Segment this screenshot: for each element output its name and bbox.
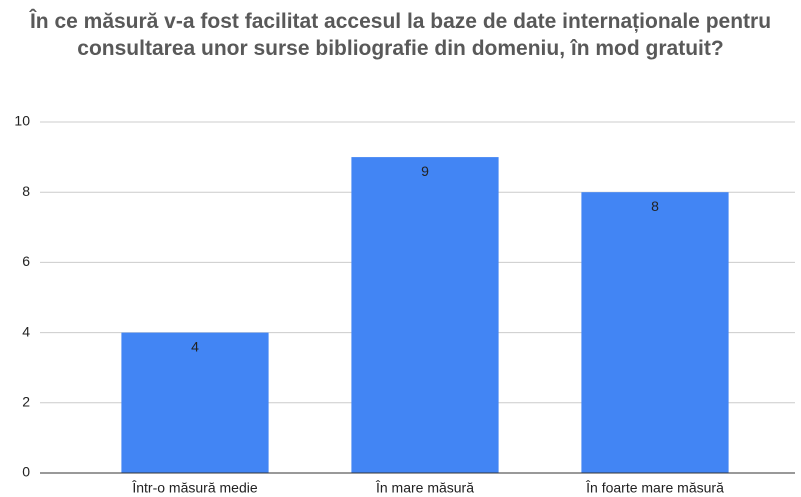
data-label: 9: [421, 163, 429, 179]
bar: [121, 332, 269, 473]
chart-title: În ce măsură v-a fost facilitat accesul …: [29, 10, 772, 60]
x-tick-label: În mare măsură: [375, 480, 474, 496]
y-tick-label: 0: [22, 464, 30, 480]
y-tick-label: 4: [22, 323, 30, 339]
y-tick-label: 8: [22, 183, 30, 199]
bar: [581, 192, 729, 473]
y-tick-label: 6: [22, 253, 30, 269]
y-tick-label: 2: [22, 394, 30, 410]
y-tick-label: 10: [14, 113, 30, 129]
data-label: 8: [651, 198, 659, 214]
bar: [351, 157, 499, 473]
x-tick-label: În foarte mare măsură: [585, 480, 724, 496]
data-label: 4: [191, 338, 199, 354]
x-tick-label: Într-o măsură medie: [131, 480, 257, 496]
